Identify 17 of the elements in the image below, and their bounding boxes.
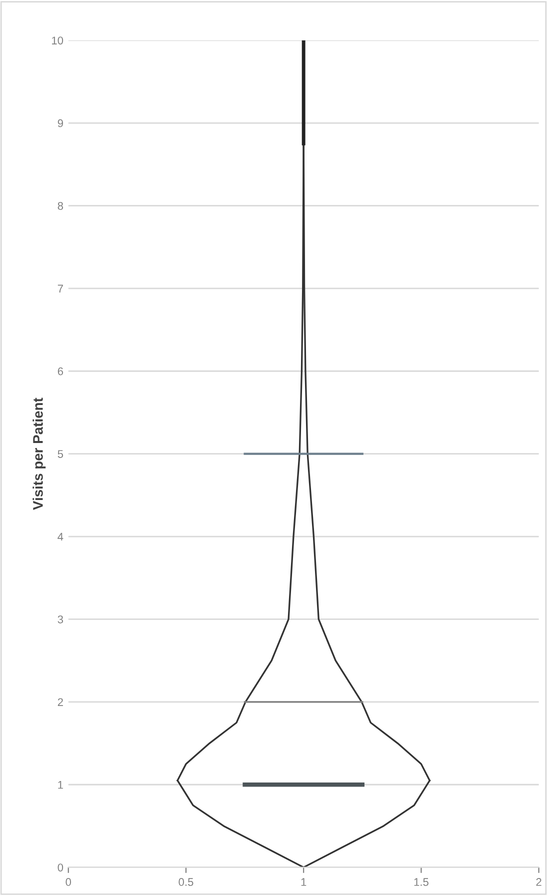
y-tick-label: 6 bbox=[58, 367, 64, 376]
x-tick-label: 0.5 bbox=[178, 878, 194, 886]
y-tick-label: 4 bbox=[58, 532, 64, 541]
x-tick-label: 1.5 bbox=[414, 878, 428, 886]
y-tick-label: 2 bbox=[58, 698, 63, 706]
x-tick-label: 0 bbox=[66, 878, 72, 886]
y-tick-label: 8 bbox=[58, 202, 64, 210]
y-tick-label: 3 bbox=[58, 615, 64, 624]
y-tick-label: 7 bbox=[58, 284, 63, 292]
y-tick-label: 9 bbox=[58, 119, 63, 128]
x-tick-label: 1 bbox=[301, 878, 306, 886]
x-tick-label: 2 bbox=[536, 878, 542, 886]
y-tick-label: 5 bbox=[58, 450, 64, 458]
y-tick-label: 1 bbox=[58, 781, 63, 789]
y-axis-title: Visits per Patient bbox=[32, 398, 46, 510]
y-tick-label: 0 bbox=[58, 864, 64, 872]
y-tick-label: 10 bbox=[52, 36, 64, 44]
